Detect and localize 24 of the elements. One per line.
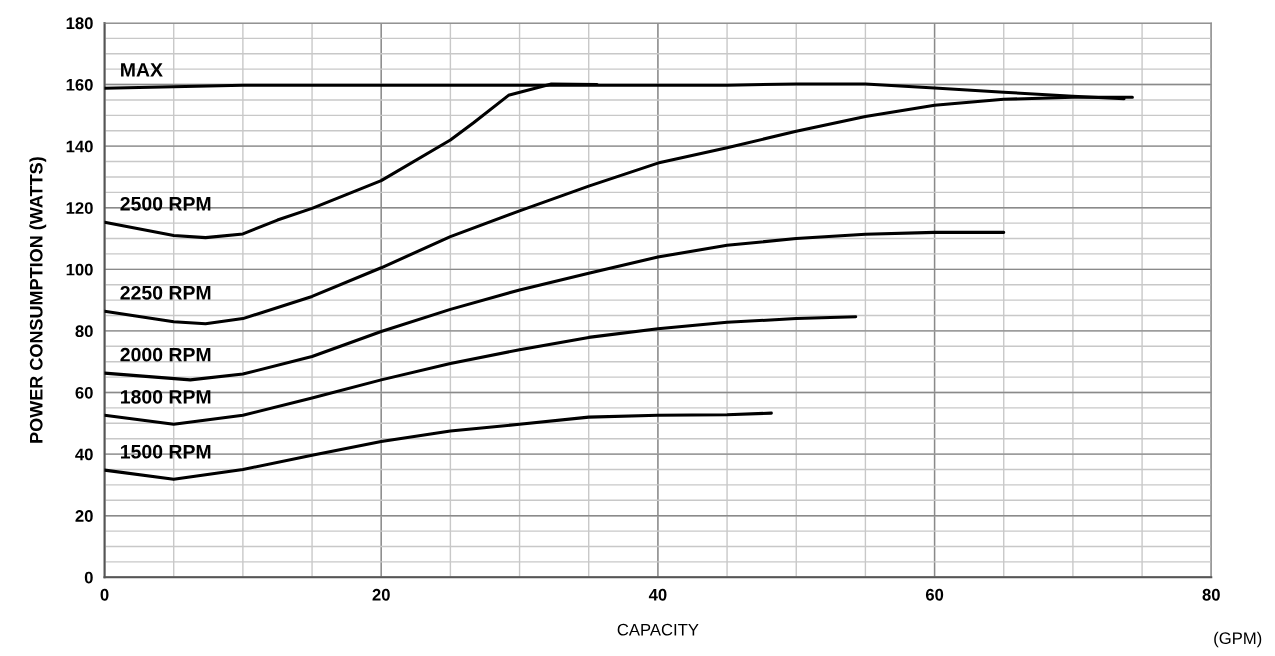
x-axis-title: CAPACITY xyxy=(617,623,699,636)
x-tick-label: 40 xyxy=(648,588,667,601)
y-tick-label: 140 xyxy=(66,140,93,153)
series-label: 2000 RPM xyxy=(120,347,211,362)
y-tick-label: 0 xyxy=(84,571,93,584)
y-tick-label: 20 xyxy=(75,510,93,522)
y-axis-title: POWER CONSUMPTION (WATTS) xyxy=(29,157,47,443)
series-label: 2500 RPM xyxy=(120,196,211,211)
y-tick-label: 80 xyxy=(75,325,93,338)
y-tick-label: 180 xyxy=(66,17,93,30)
x-tick-label: 20 xyxy=(372,588,390,601)
series-label: 1500 RPM xyxy=(120,444,211,459)
y-tick-label: 160 xyxy=(66,78,93,91)
y-tick-label: 100 xyxy=(66,263,93,276)
x-tick-label: 80 xyxy=(1202,588,1220,601)
y-tick-label: 40 xyxy=(75,448,93,461)
series-label: 2250 RPM xyxy=(120,285,211,300)
y-tick-label: 120 xyxy=(66,202,93,214)
series-label: MAX xyxy=(121,63,163,77)
y-tick-label: 60 xyxy=(75,386,93,399)
series-label: 1800 RPM xyxy=(120,389,211,404)
text: (GPM) xyxy=(1214,631,1262,648)
x-tick-label: 60 xyxy=(925,588,944,601)
x-tick-label: 0 xyxy=(100,588,109,601)
